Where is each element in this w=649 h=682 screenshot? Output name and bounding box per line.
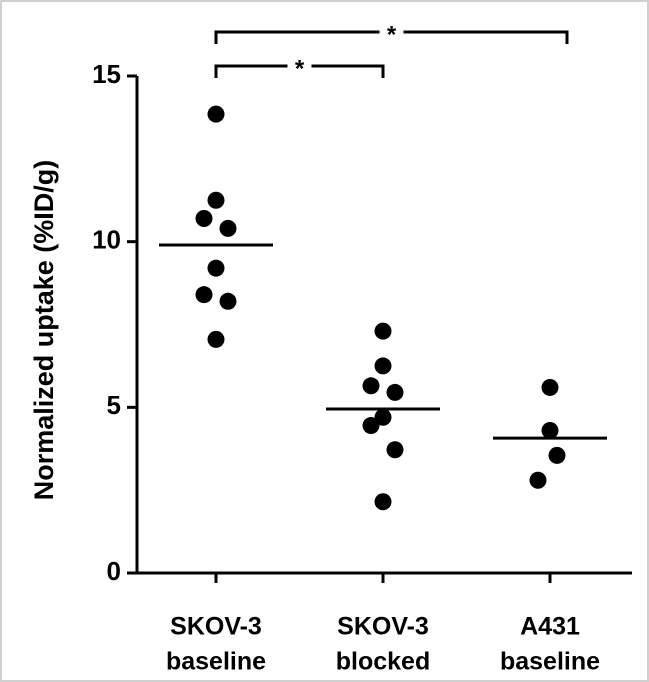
dot	[374, 493, 392, 511]
x-tick-label: A431	[520, 613, 580, 641]
dot	[541, 422, 559, 440]
dot	[207, 259, 225, 277]
y-tick-label: 10	[92, 225, 121, 255]
significance-bracket	[214, 64, 385, 78]
dot	[219, 219, 237, 237]
dot	[541, 378, 559, 396]
x-tick-label: baseline	[500, 648, 600, 676]
dot	[362, 377, 380, 395]
dot	[529, 471, 547, 489]
significance-bracket	[214, 30, 569, 44]
y-axis-label: Normalized uptake (%ID/g)	[29, 160, 59, 501]
dot	[386, 383, 404, 401]
significance-label: *	[387, 21, 397, 48]
dot	[195, 286, 213, 304]
y-tick-label: 15	[92, 59, 121, 89]
dot	[386, 441, 404, 459]
dot	[374, 408, 392, 426]
x-tick-label: SKOV-3	[170, 613, 262, 641]
dot	[374, 322, 392, 340]
dot	[207, 330, 225, 348]
x-tick-label: blocked	[336, 648, 430, 676]
x-tick-label: SKOV-3	[337, 613, 429, 641]
dot	[374, 357, 392, 375]
dot	[548, 446, 566, 464]
dot	[219, 292, 237, 310]
y-tick-label: 0	[107, 556, 121, 586]
y-tick-label: 5	[107, 390, 121, 420]
dot	[362, 417, 380, 435]
dot	[207, 105, 225, 123]
x-tick-label: baseline	[166, 648, 266, 676]
dot	[195, 209, 213, 227]
dot	[207, 191, 225, 209]
significance-label: *	[295, 55, 305, 82]
